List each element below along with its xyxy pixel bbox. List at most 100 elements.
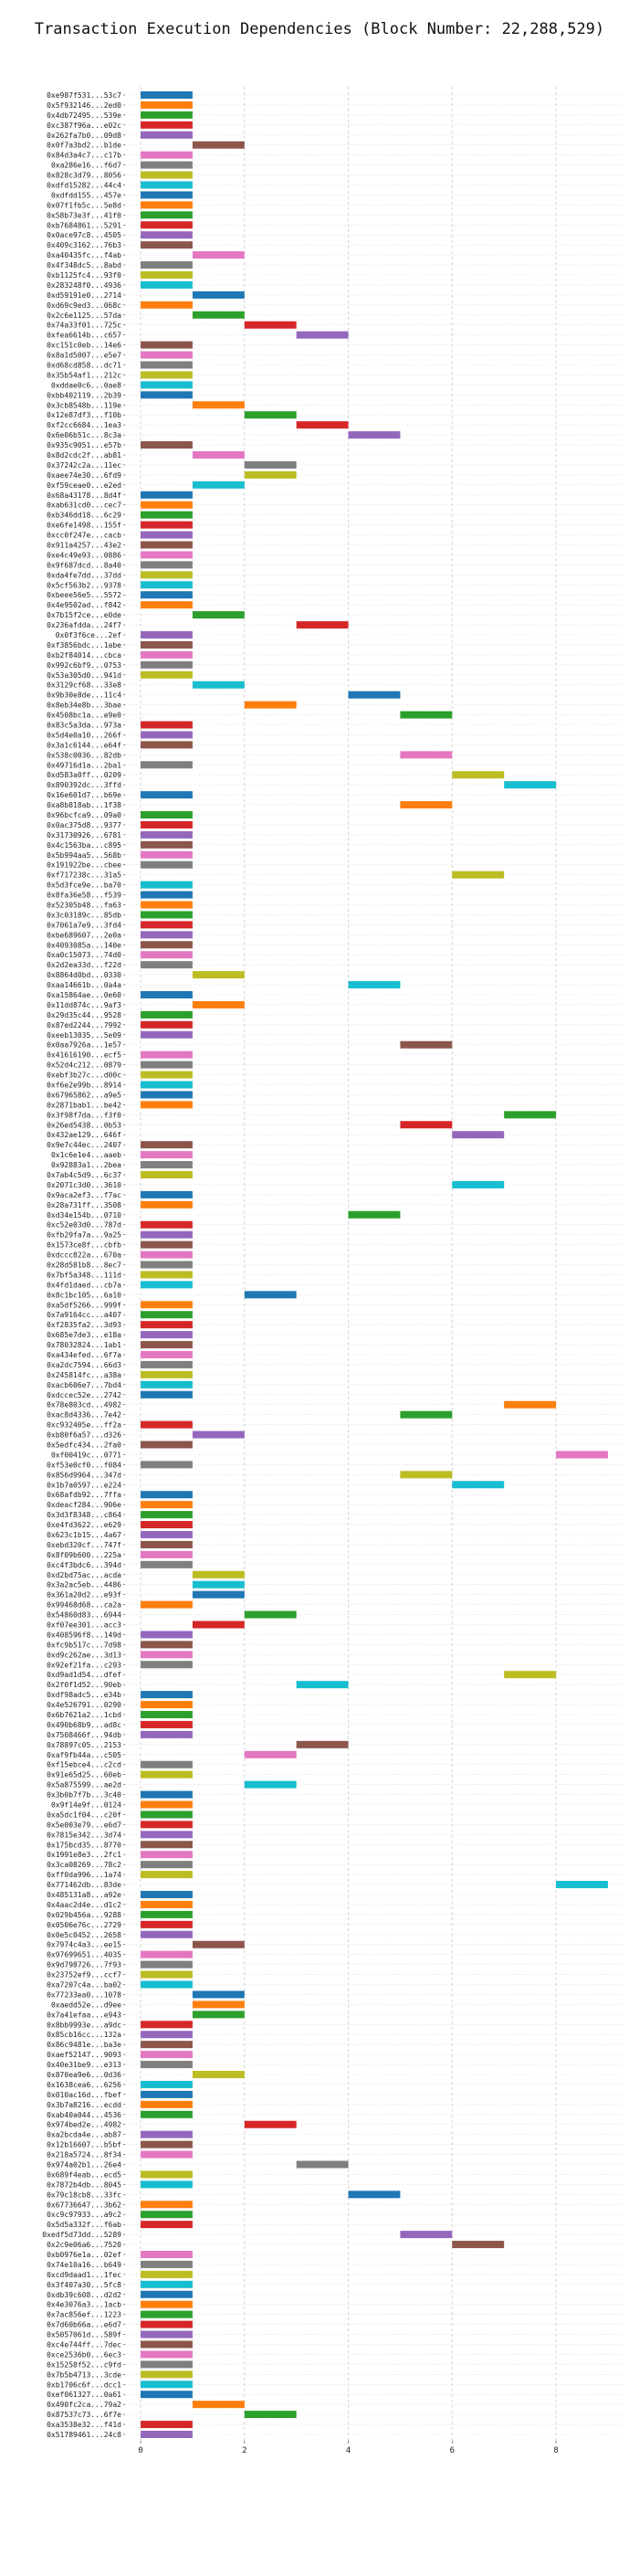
tx-label: 0xd69c9ed3...068c [47, 301, 121, 310]
tx-bar [141, 1301, 193, 1309]
tx-bar [141, 1341, 193, 1349]
tx-label: 0xc4e744ff...7dec [47, 2341, 121, 2349]
tx-label: 0xedf5d73dd...5289 [42, 2231, 121, 2239]
tx-bar [296, 1681, 349, 1689]
tx-label: 0xf6e2e99b...8914 [47, 1082, 121, 1090]
tx-bar [141, 1970, 193, 1979]
tx-label: 0x7bf5a348...111d [47, 1271, 121, 1279]
tx-label: 0x4508bc1a...e9e0 [47, 712, 121, 720]
tx-bar [192, 290, 245, 299]
tx-label: 0x15258f52...c9fd [47, 2360, 121, 2369]
tx-bar [192, 1431, 245, 1439]
tx-label: 0x890392dc...3ffd [47, 781, 121, 789]
tx-label: 0xf2835fa2...3d93 [47, 1321, 121, 1329]
tx-bar [141, 2031, 193, 2039]
tx-label: 0xb80f6a57...d326 [47, 1431, 121, 1440]
tx-label: 0x0aa7926a...1e57 [47, 1041, 121, 1050]
tx-label: 0x7061a7e9...3fd4 [47, 921, 121, 929]
tx-bar [141, 2170, 193, 2179]
tx-bar [141, 1900, 193, 1908]
tx-label: 0xb2f84014...cbca [47, 651, 121, 660]
tx-label: 0xfb29fa7a...9a25 [47, 1231, 121, 1240]
tx-bar [141, 541, 193, 549]
tx-label: 0xaee74e30...6fd9 [47, 471, 121, 480]
tx-bar [141, 491, 193, 499]
tx-bar [141, 1491, 193, 1499]
tx-bar [141, 2110, 193, 2118]
tx-bar [141, 1200, 193, 1209]
tx-bar [348, 981, 401, 989]
tx-label: 0x870ea9e6...0d36 [47, 2071, 121, 2079]
tx-bar [244, 1780, 297, 1789]
tx-label: 0x1573ce8f...cbfb [47, 1241, 121, 1250]
tx-label: 0x0506e76c...2729 [47, 1921, 121, 1929]
tx-label: 0xcd9daad1...1fec [47, 2271, 121, 2279]
tx-bar [141, 2090, 193, 2098]
tx-bar [141, 1831, 193, 1839]
tx-label: 0x16e601d7...b69e [47, 791, 121, 799]
tx-bar [141, 1891, 193, 1898]
tx-bar [141, 280, 193, 289]
tx-bar [141, 1841, 193, 1849]
tx-bar [192, 1580, 245, 1589]
tx-label: 0xdfd15282...44c4 [47, 182, 121, 190]
tx-bar [296, 2160, 349, 2169]
tx-label: 0xfea6614b...c657 [47, 332, 121, 340]
tx-bar [296, 421, 349, 429]
tx-bar [192, 611, 245, 619]
tx-bar [348, 431, 401, 439]
tx-label: 0x8d2cdc2f...ab81 [47, 451, 121, 459]
tx-bar [192, 311, 245, 319]
tx-label: 0xdb39c608...d2d2 [47, 2291, 121, 2299]
tx-label: 0x37242c2a...11ec [47, 461, 121, 470]
tx-bar [141, 2350, 193, 2359]
tx-bar [141, 601, 193, 609]
tx-label: 0x68afdb92...7ffa [47, 1491, 121, 1499]
tx-bar [141, 1151, 193, 1159]
tx-label: 0xdfdd155...457e [51, 191, 121, 199]
tx-label: 0x83c5a3da...973a [47, 722, 121, 730]
tx-bar [244, 2411, 297, 2419]
tx-bar [192, 2401, 245, 2409]
tx-label: 0x175bcd35...8770 [47, 1841, 121, 1849]
tx-label: 0x51789461...24c8 [47, 2431, 121, 2439]
tx-bar [141, 1960, 193, 1969]
tx-label: 0xc151c0eb...14e6 [47, 342, 121, 350]
tx-label: 0x53a305d0...941d [47, 671, 121, 680]
tx-label: 0x9aca2ef3...f7ac [47, 1191, 121, 1199]
tx-label: 0xf53e0cf0...f084 [47, 1461, 121, 1469]
tx-bar [141, 1720, 193, 1728]
tx-bar [141, 501, 193, 509]
tx-label: 0x85cb16cc...132a [47, 2031, 121, 2039]
tx-bar [141, 1061, 193, 1069]
tx-bar [141, 1370, 193, 1378]
tx-bar [141, 111, 193, 119]
tx-bar [141, 171, 193, 179]
tx-bar [141, 561, 193, 569]
tx-label: 0x8f09b600...225a [47, 1551, 121, 1559]
tx-bar [141, 951, 193, 959]
tx-bar [141, 761, 193, 769]
tx-label: 0xc52e03d0...787d [47, 1221, 121, 1230]
tx-bar [141, 1331, 193, 1339]
tx-label: 0xd68cd858...dc71 [47, 362, 121, 370]
tx-bar [141, 911, 193, 919]
tx-bar [141, 2421, 193, 2429]
tx-bar [141, 860, 193, 869]
tx-label: 0x54860d83...6944 [47, 1611, 121, 1620]
tx-label: 0x8bb9993e...a9dc [47, 2021, 121, 2029]
tx-bar [244, 470, 297, 479]
tx-label: 0xc4f3bdc6...394d [47, 1561, 121, 1569]
tx-label: 0x4e3076a3...1acb [47, 2301, 121, 2309]
tx-bar [400, 1121, 453, 1129]
tx-label: 0xf2cc6684...1ea3 [47, 421, 121, 429]
tx-label: 0x5d4e0a10...266f [47, 731, 121, 739]
tx-bar [141, 191, 193, 199]
tx-bar [141, 551, 193, 559]
tx-label: 0xa5df5266...999f [47, 1301, 121, 1309]
tx-label: 0x236afdda...24f7 [47, 621, 121, 629]
tx-bar [141, 391, 193, 399]
tx-bar [141, 441, 193, 449]
tx-bar [141, 351, 193, 359]
tx-label: 0x3b0b7f7b...3c40 [47, 1791, 121, 1800]
